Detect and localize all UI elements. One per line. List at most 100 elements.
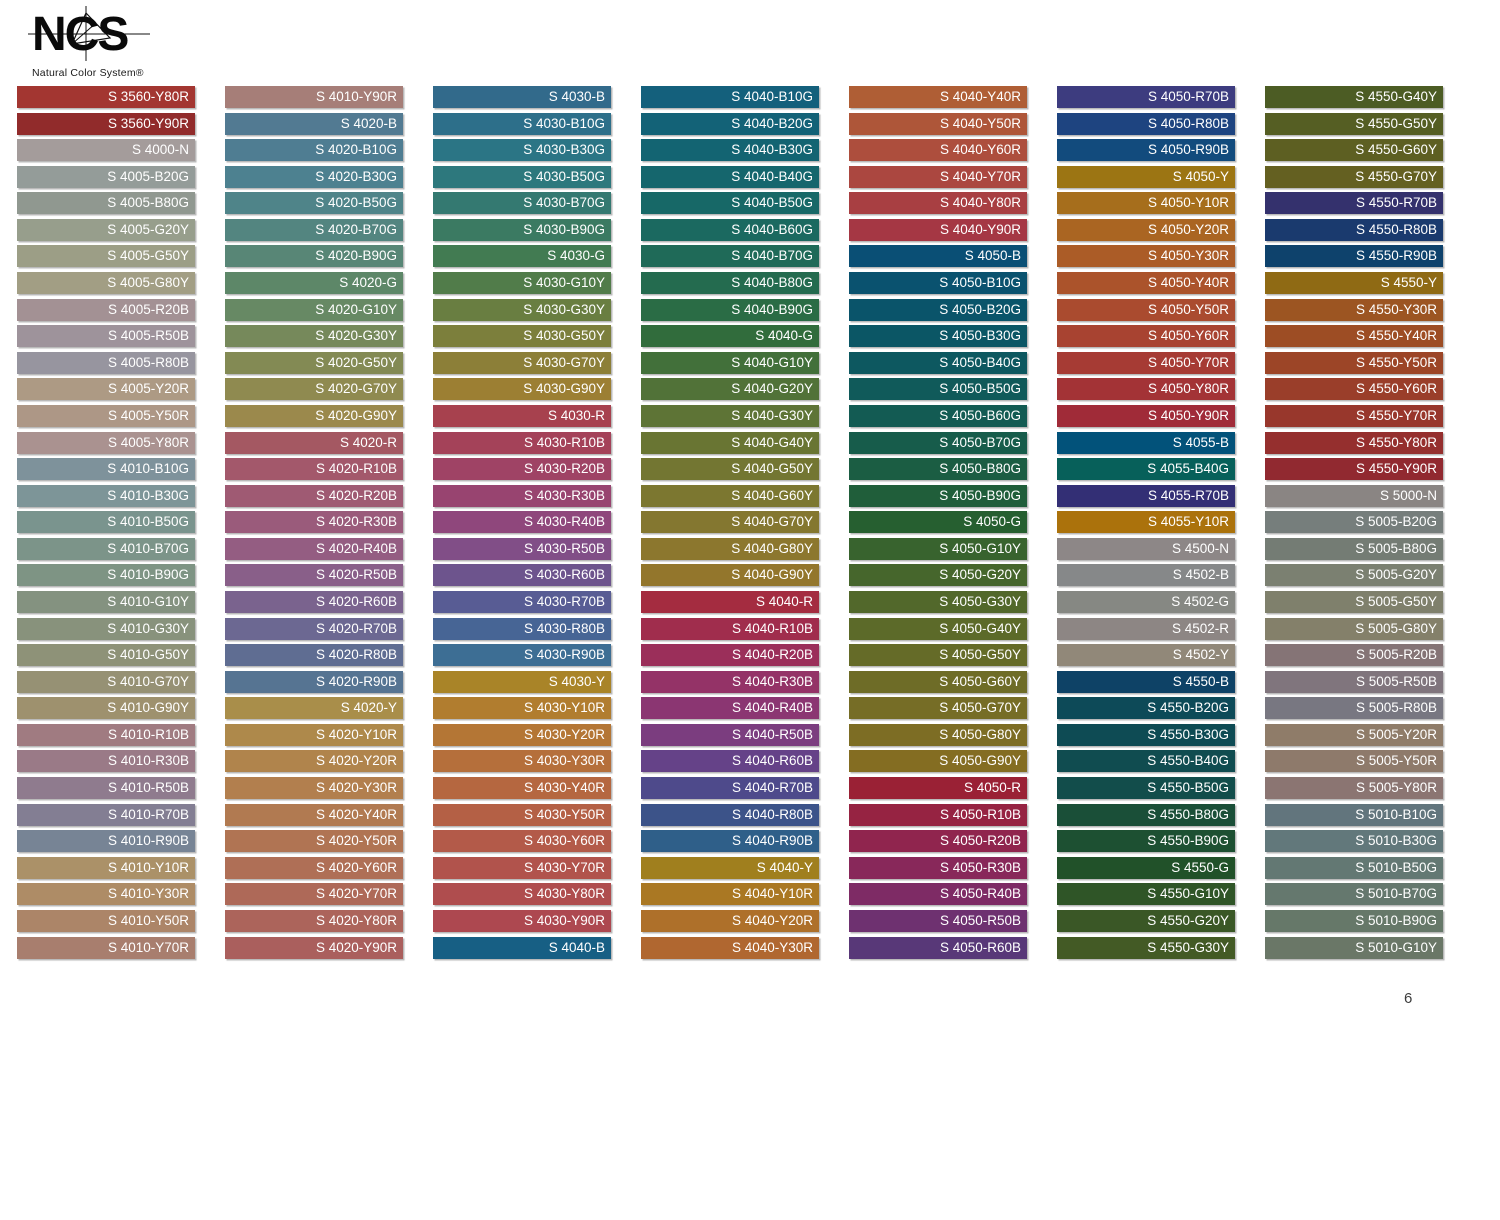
color-swatch: S 4550-R90B <box>1265 245 1443 268</box>
color-code: S 4040-R30B <box>731 673 813 689</box>
color-swatch: S 4502-R <box>1057 617 1235 640</box>
color-code: S 4030-Y50R <box>523 806 605 822</box>
color-code: S 4020-B90G <box>315 248 397 264</box>
color-code: S 4050-Y90R <box>1147 407 1229 423</box>
color-code: S 4030-Y30R <box>523 753 605 769</box>
color-swatch: S 4010-B30G <box>17 484 195 507</box>
color-code: S 4030-G70Y <box>523 354 605 370</box>
color-code: S 4050-G <box>963 514 1021 530</box>
color-swatch: S 4010-B10G <box>17 458 195 481</box>
color-code: S 4040-Y70R <box>939 168 1021 184</box>
color-code: S 5005-R80B <box>1355 700 1437 716</box>
color-swatch: S 4550-B20G <box>1057 697 1235 720</box>
color-swatch: S 4020-R20B <box>225 484 403 507</box>
color-code: S 4020-Y <box>340 700 397 716</box>
color-swatch: S 4020-R40B <box>225 537 403 560</box>
color-swatch: S 4030-B10G <box>433 112 611 135</box>
color-swatch: S 4050-G60Y <box>849 670 1027 693</box>
color-swatch: S 5005-R50B <box>1265 670 1443 693</box>
color-code: S 4050-G80Y <box>939 726 1021 742</box>
color-swatch: S 4020-B90G <box>225 245 403 268</box>
color-swatch: S 4020-Y70R <box>225 883 403 906</box>
color-code: S 4040-G30Y <box>731 407 813 423</box>
color-swatch: S 4005-G80Y <box>17 272 195 295</box>
color-code: S 4050-B50G <box>939 381 1021 397</box>
color-code: S 4005-B80G <box>107 195 189 211</box>
color-code: S 4050-R70B <box>1147 89 1229 104</box>
color-swatch: S 4050-Y10R <box>1057 192 1235 215</box>
color-swatch: S 4550-R80B <box>1265 218 1443 241</box>
color-swatch: S 4030-R40B <box>433 511 611 534</box>
color-swatch: S 4020-Y30R <box>225 777 403 800</box>
color-code: S 5000-N <box>1379 487 1437 503</box>
color-code: S 4040-R70B <box>731 780 813 796</box>
color-swatch: S 4040-R40B <box>641 697 819 720</box>
color-swatch: S 5010-B30G <box>1265 830 1443 853</box>
color-code: S 5005-Y20R <box>1355 726 1437 742</box>
color-code: S 4030-B10G <box>523 115 605 131</box>
color-code: S 4502-R <box>1171 620 1229 636</box>
color-code: S 4040-B20G <box>731 115 813 131</box>
color-code: S 4020-R80B <box>315 647 397 663</box>
color-swatch: S 4030-R20B <box>433 458 611 481</box>
color-code: S 4030-R70B <box>523 593 605 609</box>
color-swatch: S 4040-Y10R <box>641 883 819 906</box>
color-code: S 5005-R50B <box>1355 673 1437 689</box>
color-code: S 4050-R20B <box>939 833 1021 849</box>
color-swatch: S 4010-G70Y <box>17 670 195 693</box>
color-swatch: S 4030-Y60R <box>433 830 611 853</box>
color-code: S 4020-Y10R <box>315 726 397 742</box>
color-code: S 4030-R20B <box>523 461 605 477</box>
color-swatch: S 4502-B <box>1057 564 1235 587</box>
color-swatch: S 4550-B90G <box>1057 830 1235 853</box>
color-swatch: S 4050-G40Y <box>849 617 1027 640</box>
color-code: S 4050-R <box>963 780 1021 796</box>
color-code: S 4005-Y50R <box>107 407 189 423</box>
color-code: S 4010-G50Y <box>107 647 189 663</box>
color-swatch: S 4005-R50B <box>17 325 195 348</box>
color-swatch: S 4040-B40G <box>641 165 819 188</box>
color-code: S 5005-R20B <box>1355 647 1437 663</box>
color-swatch: S 4020-R60B <box>225 590 403 613</box>
color-code: S 4030-G30Y <box>523 301 605 317</box>
color-swatch: S 4020-R <box>225 431 403 454</box>
color-code: S 4040-R10B <box>731 620 813 636</box>
color-swatch: S 4040-R30B <box>641 670 819 693</box>
color-code: S 4030-R90B <box>523 647 605 663</box>
color-code: S 4040-Y90R <box>939 221 1021 237</box>
color-code: S 4055-R70B <box>1147 487 1229 503</box>
color-swatch: S 4010-B70G <box>17 537 195 560</box>
color-code: S 4050-B20G <box>939 301 1021 317</box>
color-code: S 4020-G70Y <box>315 381 397 397</box>
color-swatch: S 5010-G10Y <box>1265 936 1443 959</box>
color-swatch: S 4550-G60Y <box>1265 139 1443 162</box>
color-swatch: S 4040-R <box>641 590 819 613</box>
color-swatch: S 4040-B90G <box>641 298 819 321</box>
color-code: S 5010-B90G <box>1355 912 1437 928</box>
color-code: S 4020-Y30R <box>315 780 397 796</box>
color-code: S 4020-R50B <box>315 567 397 583</box>
color-swatch: S 4030-R80B <box>433 617 611 640</box>
color-code: S 4040-B40G <box>731 168 813 184</box>
color-swatch: S 4040-G60Y <box>641 484 819 507</box>
color-swatch: S 4050-G <box>849 511 1027 534</box>
color-swatch: S 4030-B70G <box>433 192 611 215</box>
color-code: S 4050-Y80R <box>1147 381 1229 397</box>
color-code: S 4050-B40G <box>939 354 1021 370</box>
color-code: S 5005-G20Y <box>1355 567 1437 583</box>
color-code: S 3560-Y80R <box>107 89 189 104</box>
color-code: S 4040-R80B <box>731 806 813 822</box>
color-code: S 4040-B90G <box>731 301 813 317</box>
color-swatch: S 4050-Y40R <box>1057 272 1235 295</box>
color-code: S 4040-G20Y <box>731 381 813 397</box>
color-swatch: S 4020-G90Y <box>225 404 403 427</box>
color-code: S 4030-Y70R <box>523 859 605 875</box>
color-swatch: S 4040-G80Y <box>641 537 819 560</box>
color-swatch: S 4050-G20Y <box>849 564 1027 587</box>
color-swatch: S 4050-B20G <box>849 298 1027 321</box>
swatch-column: S 4030-B S 4030-B10G S 4030-B30G S 4030-B50… <box>433 86 611 959</box>
color-swatch: S 4030-Y20R <box>433 723 611 746</box>
color-code: S 4010-R90B <box>107 833 189 849</box>
color-swatch: S 4030-Y80R <box>433 883 611 906</box>
